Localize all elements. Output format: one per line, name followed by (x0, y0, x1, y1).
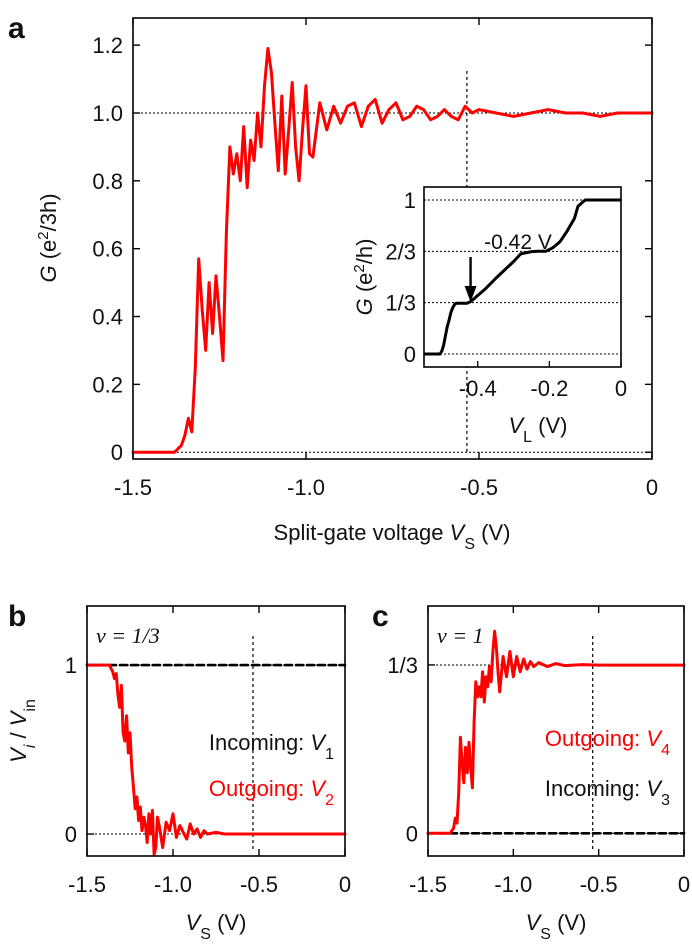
panel-a-y-axis-label: G (e2/3h) (35, 193, 62, 282)
panel-a-x-tick-label: -1.5 (114, 475, 152, 500)
panel-b-x-tick-label: -1.0 (154, 872, 192, 897)
panel-c-label-incoming: Incoming: V3 (545, 776, 670, 809)
panel-b-x-tick-label: -0.5 (240, 872, 278, 897)
inset-x-tick-label: -0.4 (459, 376, 497, 401)
panel-a-inset: 0 1/3 2/3 1 -0.4 -0.2 0 -0.42 V VL (V) G (e2/h… (351, 186, 627, 446)
inset-annotation-arrow (464, 257, 477, 302)
panel-c-x-tick-label: -1.0 (494, 872, 532, 897)
panel-c-label-outgoing: Outgoing: V4 (545, 726, 670, 759)
inset-y-axis-label: G (e2/h) (351, 239, 378, 316)
panel-a-y-tick-label: 1.2 (92, 33, 123, 58)
panel-a-frame (132, 17, 653, 460)
panel-a-y-tick-label: 0.6 (92, 237, 123, 262)
inset-series-line (424, 198, 621, 356)
inset-y-tick-label: 1 (404, 188, 416, 213)
panel-letter-b: b (8, 600, 26, 633)
panel-letter-c: c (372, 600, 389, 633)
panel-a-x-axis-label: Split-gate voltage VS (V) (274, 520, 511, 553)
inset-y-tick-label: 0 (404, 342, 416, 367)
panel-a-x-tick-label: -1.0 (287, 475, 325, 500)
panel-c-x-tick-label: -0.5 (580, 872, 618, 897)
panel-a-y-tick-label: 0.8 (92, 169, 123, 194)
inset-background (424, 187, 621, 367)
panel-c-chart: -1.5 -1.0 -0.5 0 0 1/3 ν = 1 Outgoing: V4 Inc… (387, 605, 690, 943)
panel-a-y-tick-label: 0.4 (92, 305, 123, 330)
panel-b-chart: -1.5 -1.0 -0.5 0 0 1 ν = 1/3 Incoming: V1 Out… (6, 605, 351, 943)
panel-c-y-tick-label: 0 (406, 821, 418, 846)
panel-a-x-tick-label: 0 (646, 475, 658, 500)
inset-y-tick-label: 1/3 (385, 291, 416, 316)
panel-c-x-axis-label: VS (V) (526, 910, 587, 943)
panel-b-x-tick-label: 0 (339, 872, 351, 897)
panel-c-filling-factor: ν = 1 (437, 623, 484, 648)
panel-letter-a: a (8, 12, 25, 45)
panel-a-x-tick-label: -0.5 (460, 475, 498, 500)
inset-annotation: -0.42 V (484, 231, 552, 254)
inset-frame (423, 186, 622, 368)
panel-b-series-outgoing-line (85, 663, 347, 856)
inset-arrow-head (464, 286, 477, 302)
panel-b-y-tick-label: 1 (65, 653, 77, 678)
panel-c-series-outgoing-line (426, 629, 686, 835)
panel-a-y-tick-label: 0.2 (92, 372, 123, 397)
panel-c-frame (427, 605, 685, 857)
panel-b-filling-factor: ν = 1/3 (96, 623, 160, 648)
panel-a-y-tick-label: 1.0 (92, 101, 123, 126)
inset-x-tick-label: -0.2 (530, 376, 568, 401)
inset-y-tick-label: 2/3 (385, 239, 416, 264)
panel-b-x-axis-label: VS (V) (186, 910, 247, 943)
panel-a-chart: -1.5 -1.0 -0.5 0 0 0.2 0.4 0.6 0.8 1.0 1.2 Split-g… (35, 17, 658, 553)
panel-b-frame (86, 605, 346, 857)
panel-c-x-tick-label: 0 (678, 872, 690, 897)
panel-b-x-tick-label: -1.5 (68, 872, 106, 897)
panel-b-y-axis-label: Vi / Vin (6, 699, 39, 763)
panel-a-series-outgoing-line (131, 47, 654, 454)
panel-a-y-tick-label: 0 (111, 440, 123, 465)
panel-b-y-tick-label: 0 (65, 822, 77, 847)
panel-c-x-tick-label: -1.5 (409, 872, 447, 897)
inset-x-axis-label: VL (V) (508, 413, 567, 446)
panel-c-y-tick-label: 1/3 (387, 653, 418, 678)
inset-x-tick-label: 0 (615, 376, 627, 401)
panel-b-label-incoming: Incoming: V1 (209, 730, 334, 763)
panel-b-label-outgoing: Outgoing: V2 (209, 776, 334, 809)
